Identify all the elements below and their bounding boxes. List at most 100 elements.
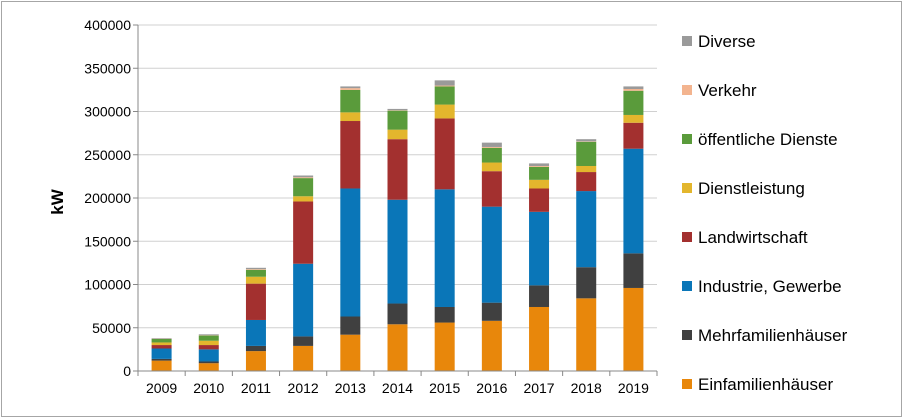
bar-segment [245, 269, 266, 277]
bar-segment [245, 269, 266, 270]
bar-segment [434, 118, 455, 190]
y-axis-label: kW [48, 188, 67, 214]
bar-segment [245, 351, 266, 371]
bar-segment [245, 283, 266, 320]
x-tick-label: 2011 [241, 380, 271, 396]
bar-segment [151, 338, 172, 339]
bar-segment [529, 211, 550, 286]
bar-segment [198, 361, 219, 364]
x-tick-label: 2017 [523, 380, 554, 396]
axes: 0 50000 100000 150000 200000 250000 300000 3500… [84, 17, 658, 396]
legend-entry: Industrie, Gewerbe [698, 277, 842, 296]
legend-swatch [682, 379, 692, 389]
bar-segment [293, 177, 314, 179]
bar-segment [434, 85, 455, 87]
bar-segment [245, 267, 266, 270]
bar-segment [340, 88, 361, 90]
bar-segment [576, 298, 597, 371]
legend-swatch [682, 281, 692, 291]
bar-segment [387, 303, 408, 325]
y-tick-label: 350000 [84, 60, 131, 76]
legend-entry: Mehrfamilienhäuser [698, 326, 848, 345]
bar-segment [623, 90, 644, 115]
bar-segment [529, 306, 550, 371]
bar-segment [434, 86, 455, 105]
y-tick-label: 100000 [84, 277, 131, 293]
bar-segment [481, 206, 502, 303]
bar-segment [198, 363, 219, 371]
legend: Diverse Verkehr öffentliche Dienste Dienstl… [682, 32, 848, 394]
x-tick-label: 2019 [618, 380, 649, 396]
bar-segment [245, 319, 266, 346]
bar-segment [340, 86, 361, 89]
bar-segment [529, 285, 550, 307]
bar-segment [434, 80, 455, 86]
bar-segment [529, 179, 550, 189]
bar-segment [198, 334, 219, 336]
bar-segment [340, 334, 361, 371]
bar-segment [151, 342, 172, 346]
bar-segment [387, 108, 408, 111]
legend-entry: Einfamilienhäuser [698, 375, 833, 394]
x-tick-label: 2014 [382, 380, 413, 396]
bars [151, 80, 644, 371]
bar-segment [481, 162, 502, 172]
bar-segment [623, 114, 644, 123]
legend-entry: Dienstleistung [698, 179, 805, 198]
bar-segment [198, 335, 219, 341]
bar-segment [293, 196, 314, 202]
y-tick-label: 150000 [84, 233, 131, 249]
bar-segment [198, 349, 219, 362]
bar-segment [151, 345, 172, 349]
bar-segment [623, 287, 644, 371]
bar-segment [198, 340, 219, 346]
bar-segment [151, 360, 172, 371]
x-tick-label: 2015 [429, 380, 460, 396]
legend-swatch [682, 36, 692, 46]
bar-segment [293, 345, 314, 371]
bar-segment [434, 306, 455, 323]
bar-segment [387, 139, 408, 200]
bar-segment [529, 163, 550, 166]
x-tick-label: 2012 [288, 380, 319, 396]
y-tick-label: 300000 [84, 104, 131, 120]
legend-swatch [682, 183, 692, 193]
y-tick-label: 50000 [92, 320, 131, 336]
bar-segment [293, 201, 314, 264]
legend-entry: Verkehr [698, 81, 757, 100]
bar-segment [481, 171, 502, 207]
x-tick-label: 2018 [571, 380, 602, 396]
bar-segment [481, 302, 502, 321]
x-tick-label: 2009 [146, 380, 177, 396]
legend-entry: Landwirtschaft [698, 228, 808, 247]
bar-segment [434, 189, 455, 307]
legend-swatch [682, 85, 692, 95]
legend-entry: öffentliche Dienste [698, 130, 838, 149]
bar-segment [576, 141, 597, 166]
bar-segment [623, 148, 644, 254]
bar-segment [481, 147, 502, 163]
bar-segment [151, 348, 172, 359]
bar-segment [340, 89, 361, 113]
bar-segment [293, 175, 314, 178]
bar-segment [576, 267, 597, 299]
bar-segment [623, 122, 644, 149]
bar-segment [340, 121, 361, 189]
bar-segment [340, 188, 361, 317]
y-tick-label: 200000 [84, 190, 131, 206]
x-tick-label: 2013 [335, 380, 366, 396]
bar-segment [576, 172, 597, 192]
bar-segment [529, 166, 550, 180]
bar-segment [576, 191, 597, 268]
bar-segment [623, 253, 644, 288]
bar-segment [529, 165, 550, 167]
bar-segment [293, 336, 314, 346]
bar-segment [576, 139, 597, 142]
legend-swatch [682, 330, 692, 340]
y-tick-label: 0 [123, 363, 131, 379]
bar-segment [387, 110, 408, 130]
bar-segment [151, 358, 172, 361]
bar-segment [340, 316, 361, 335]
